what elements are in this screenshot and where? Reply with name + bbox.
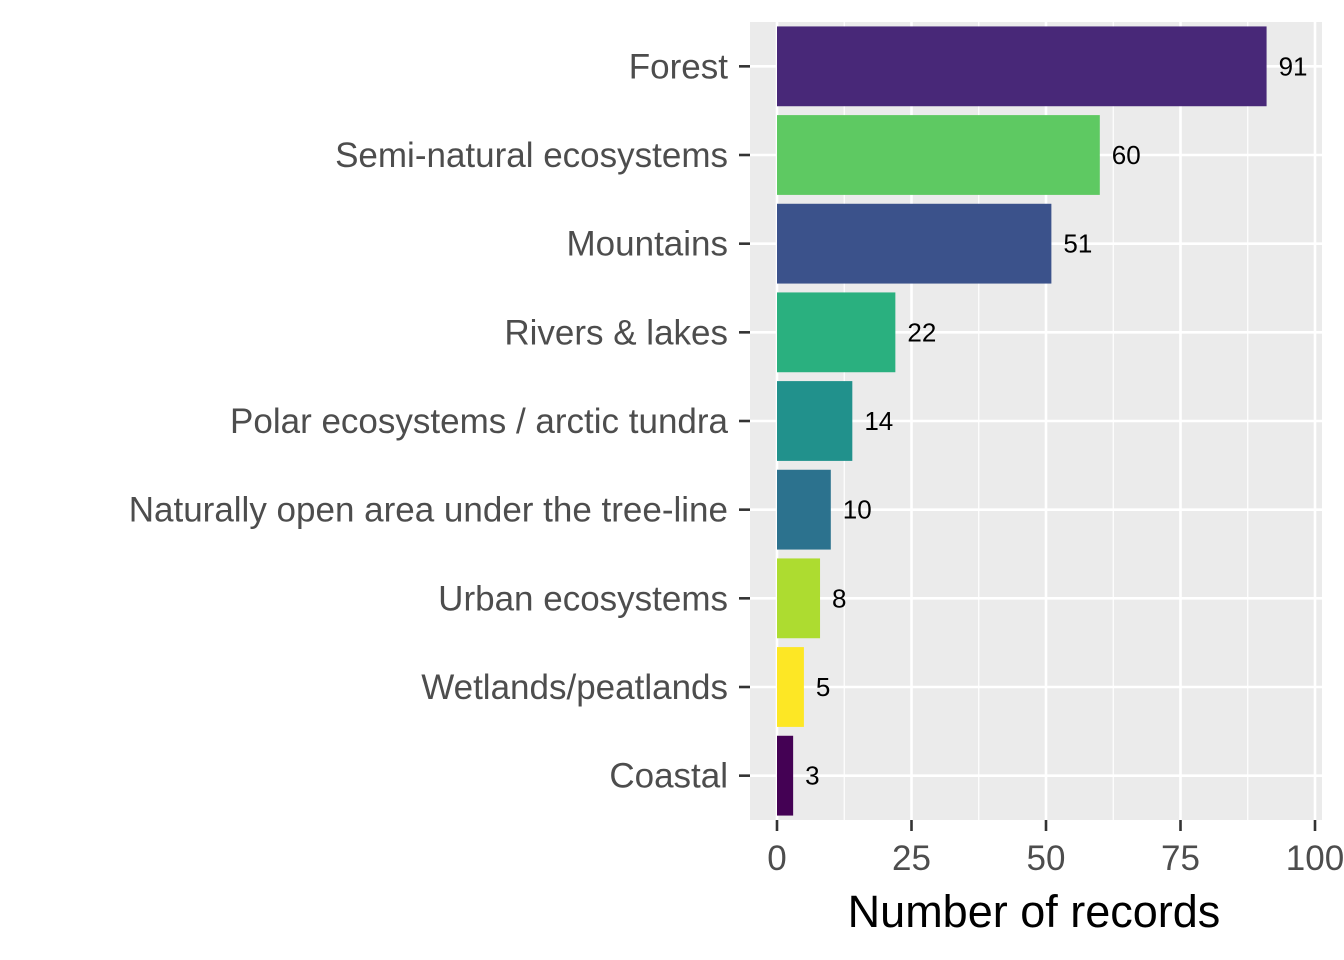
- x-tick-label: 0: [767, 839, 786, 878]
- bar: [777, 558, 821, 639]
- x-axis-title: Number of records: [848, 886, 1221, 937]
- bars: [777, 26, 1267, 816]
- data-label: 60: [1112, 140, 1141, 170]
- bar: [777, 381, 853, 461]
- data-label: 8: [832, 583, 846, 613]
- bar: [777, 735, 794, 816]
- data-label: 10: [843, 495, 872, 525]
- data-label: 5: [816, 672, 830, 702]
- category-label: Coastal: [609, 757, 728, 796]
- category-label: Semi-natural ecosystems: [335, 136, 728, 175]
- y-axis: Forest Semi-natural ecosystems Mountains Ri…: [129, 47, 750, 796]
- bar: [777, 647, 804, 727]
- bar: [777, 26, 1267, 107]
- category-label: Polar ecosystems / arctic tundra: [230, 402, 728, 441]
- category-label: Forest: [629, 47, 728, 86]
- x-tick-label: 100: [1286, 839, 1344, 878]
- bar: [777, 115, 1100, 195]
- category-label: Urban ecosystems: [438, 579, 728, 618]
- bar: [777, 469, 831, 550]
- x-tick-label: 25: [892, 839, 931, 878]
- x-tick-label: 75: [1161, 839, 1200, 878]
- category-label: Naturally open area under the tree-line: [129, 491, 728, 530]
- data-label: 22: [907, 317, 936, 347]
- x-axis: 0 25 50 75 100: [767, 820, 1344, 878]
- data-label: 51: [1063, 229, 1092, 259]
- x-tick-label: 50: [1027, 839, 1066, 878]
- category-label: Wetlands/peatlands: [421, 668, 728, 707]
- bar: [777, 203, 1052, 284]
- data-label: 14: [864, 406, 893, 436]
- category-label: Rivers & lakes: [504, 313, 728, 352]
- data-label: 91: [1279, 51, 1308, 81]
- data-label: 3: [805, 761, 819, 791]
- bar: [777, 292, 896, 373]
- category-label: Mountains: [567, 225, 728, 264]
- data-labels: 91 60 51 22 14 10 8 5 3: [805, 51, 1307, 790]
